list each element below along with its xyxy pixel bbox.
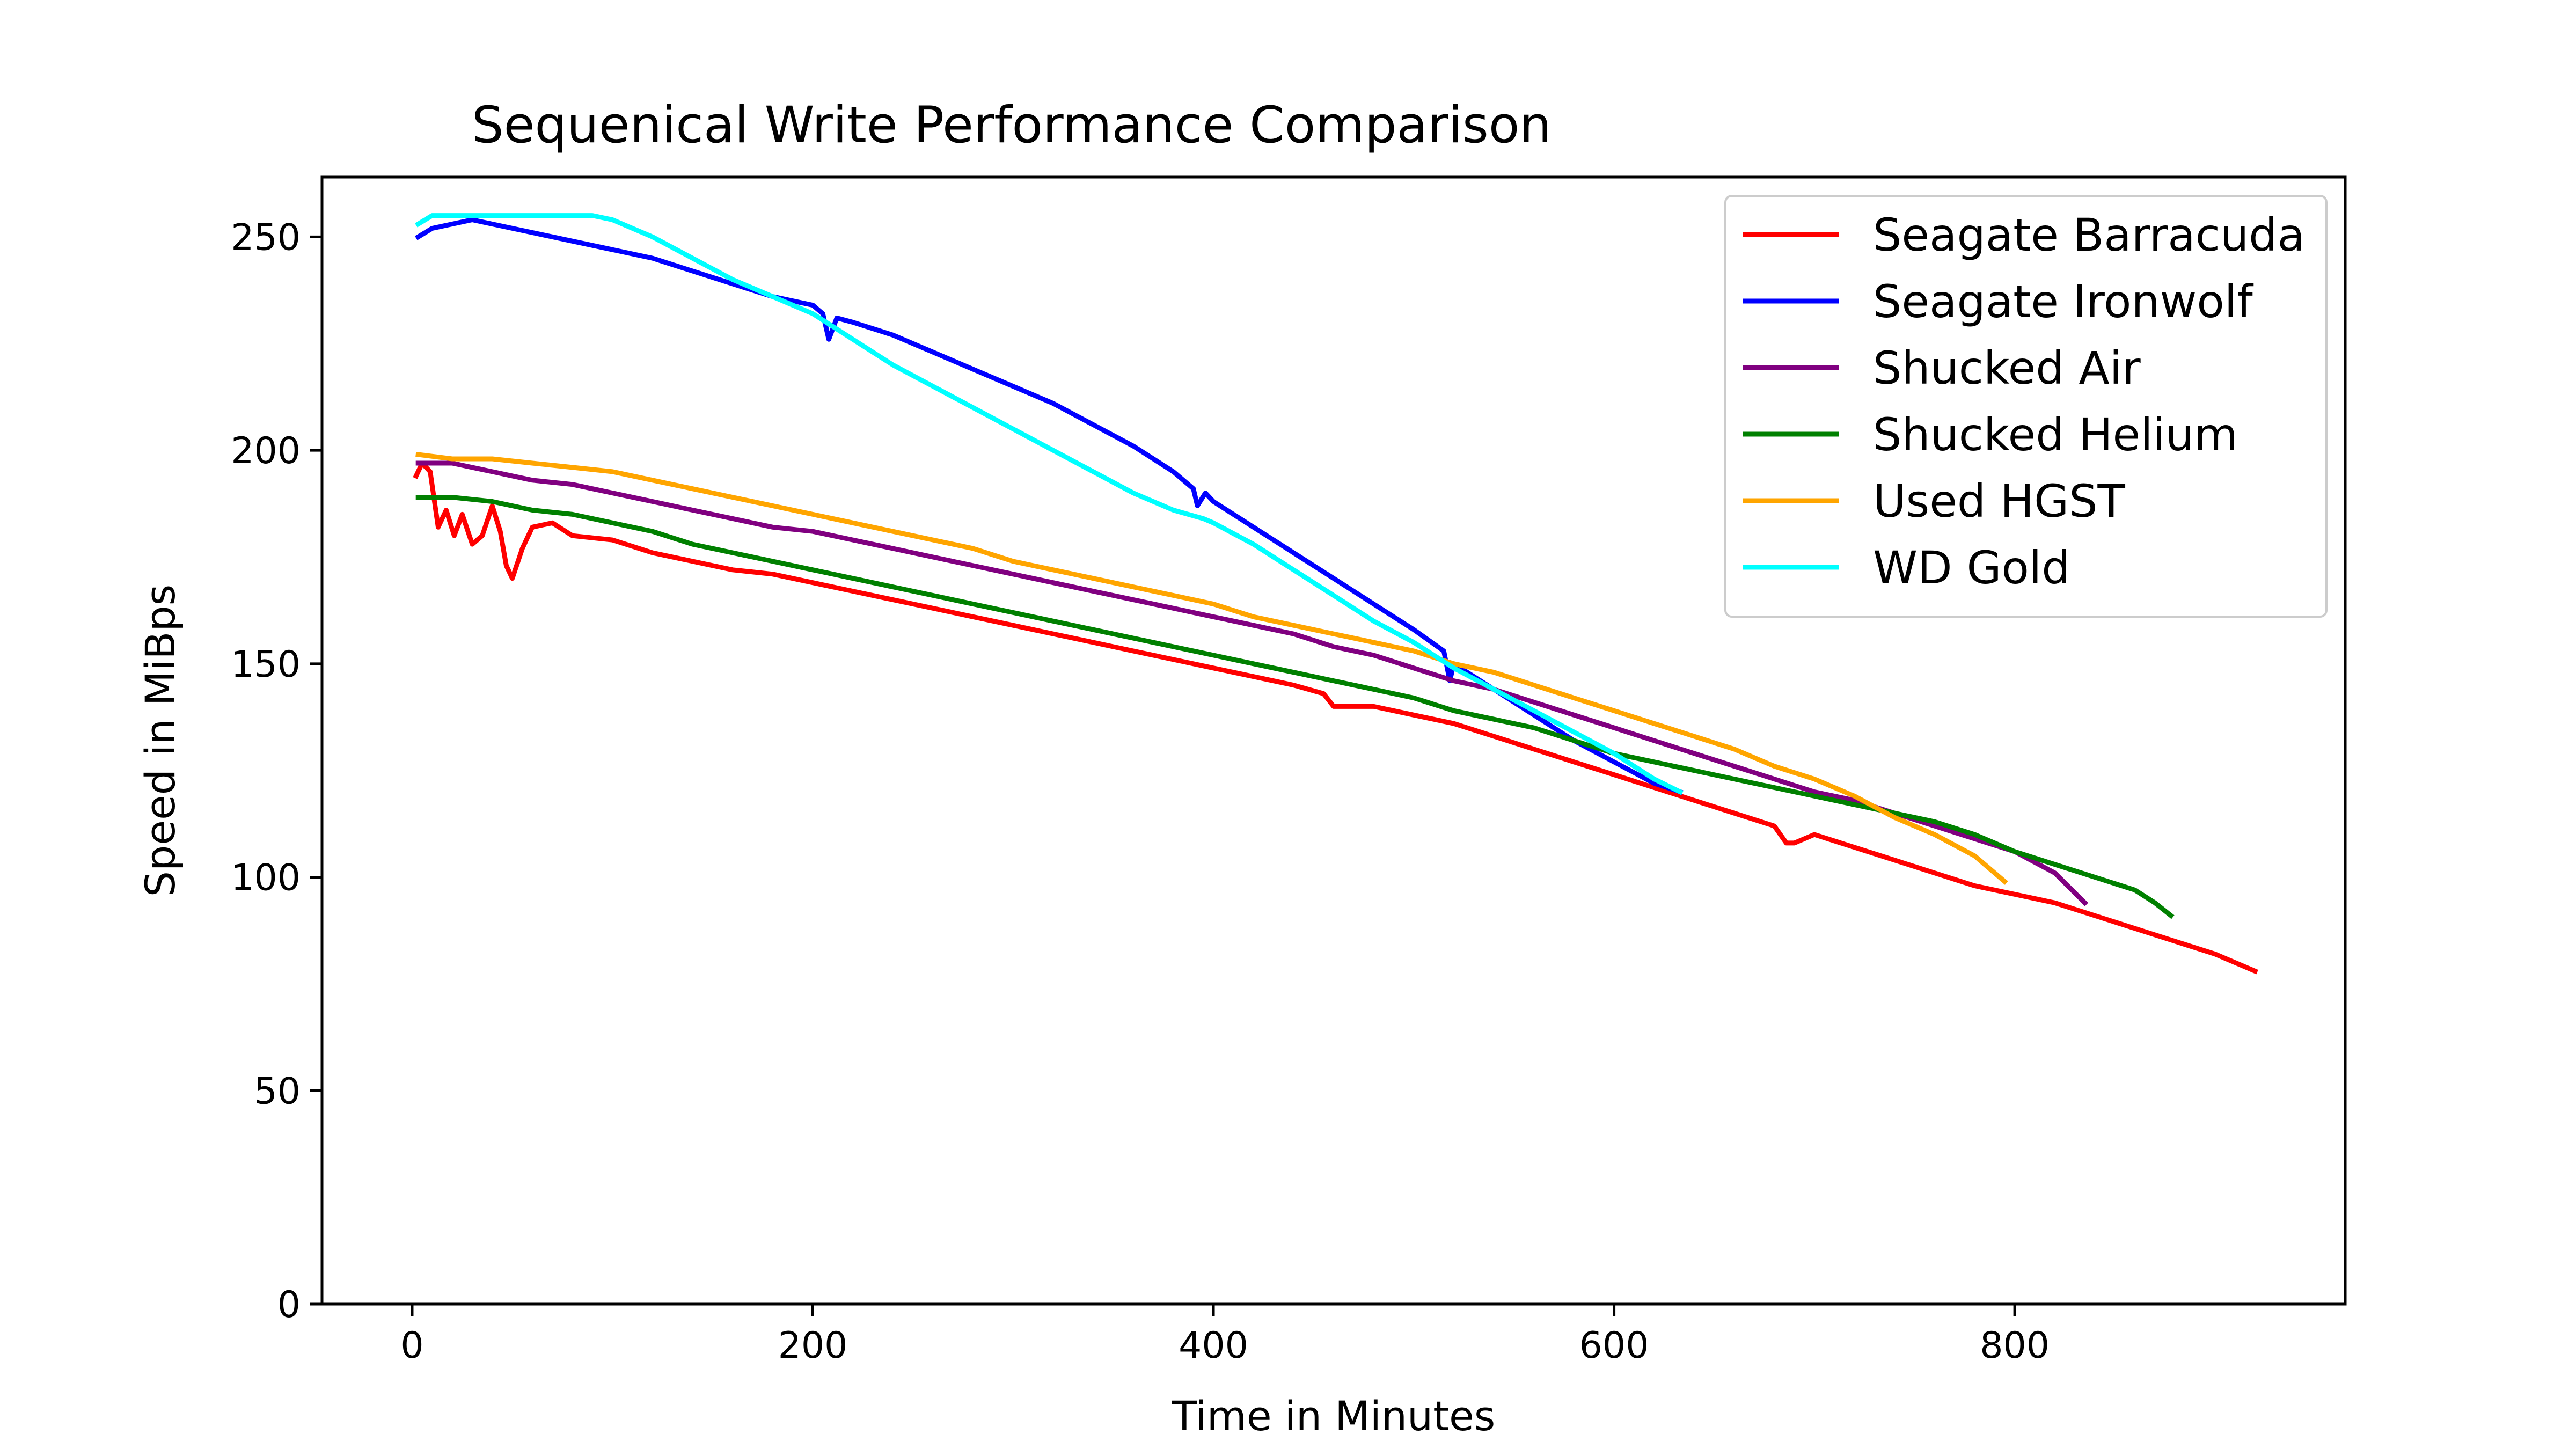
y-tick-label: 100 <box>231 857 301 899</box>
y-tick-label: 0 <box>277 1284 301 1326</box>
y-tick-label: 50 <box>254 1070 301 1113</box>
legend-label: Seagate Ironwolf <box>1873 275 2254 328</box>
chart-title: Sequenical Write Performance Comparison <box>472 96 1552 155</box>
legend-label: WD Gold <box>1873 541 2070 594</box>
x-axis: 0 200 400 600 800 <box>400 1304 2050 1367</box>
series-line-seagate-barracuda <box>413 460 2258 975</box>
legend: Seagate Barracuda Seagate Ironwolf Shucked… <box>1724 195 2328 618</box>
plot-frame <box>320 175 2347 1306</box>
legend-box <box>1724 195 2328 618</box>
legend-label: Shucked Helium <box>1873 408 2238 461</box>
x-axis-label: Time in Minutes <box>1172 1392 1496 1440</box>
series-line-used-hgst <box>415 451 2008 885</box>
y-axis-label: Speed in MiBps <box>136 584 184 897</box>
x-tick-label: 200 <box>778 1324 848 1367</box>
y-tick-label: 150 <box>231 643 301 686</box>
x-tick-label: 600 <box>1579 1324 1649 1367</box>
series-line-shucked-helium <box>415 495 2175 919</box>
legend-label: Seagate Barracuda <box>1873 209 2305 261</box>
legend-label: Used HGST <box>1873 475 2126 528</box>
y-tick-label: 250 <box>231 216 301 259</box>
y-axis: 0 50 100 150 200 250 <box>231 216 322 1326</box>
series-line-shucked-air <box>415 460 2089 906</box>
y-tick-label: 200 <box>231 430 301 472</box>
x-tick-label: 400 <box>1179 1324 1248 1367</box>
x-tick-label: 800 <box>1980 1324 2050 1367</box>
x-tick-label: 0 <box>400 1324 423 1367</box>
legend-label: Shucked Air <box>1873 342 2141 394</box>
series-layer <box>413 213 2258 975</box>
series-line-wd-gold <box>415 213 1684 795</box>
